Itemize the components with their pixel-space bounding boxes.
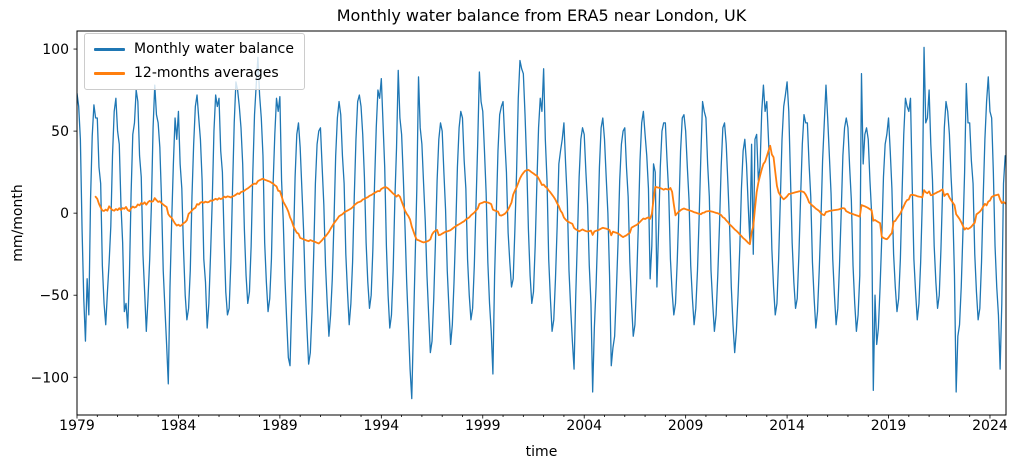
legend-label-averages: 12-months averages [134, 65, 279, 81]
monthly-series-line-icon [94, 48, 125, 51]
x-tick-label: 1994 [364, 418, 400, 434]
x-tick-label: 2024 [972, 418, 1008, 434]
legend-entry-monthly: Monthly water balance [94, 41, 294, 58]
chart-title: Monthly water balance from ERA5 near Lon… [336, 6, 747, 25]
x-tick-label: 2009 [668, 418, 704, 434]
x-tick-label: 1984 [161, 418, 197, 434]
axes-spines [76, 30, 1007, 416]
x-tick-label: 2004 [566, 418, 602, 434]
y-tick-label: −50 [39, 288, 69, 304]
y-tick-label: 100 [42, 42, 69, 58]
x-tick-label: 1999 [465, 418, 501, 434]
y-tick-label: 50 [51, 124, 69, 140]
legend-label-monthly: Monthly water balance [134, 41, 294, 57]
legend: Monthly water balance 12-months averages [84, 33, 305, 90]
legend-entry-averages: 12-months averages [94, 65, 294, 82]
x-tick-label: 2014 [769, 418, 805, 434]
x-tick-label: 2019 [871, 418, 907, 434]
averages-series-line-icon [94, 72, 125, 75]
x-tick-label: 1979 [59, 418, 95, 434]
y-tick-label: 0 [60, 206, 69, 222]
y-tick-label: −100 [31, 370, 69, 386]
twelve-month-average-line [94, 144, 1006, 246]
x-tick-label: 1989 [262, 418, 298, 434]
x-axis-label: time [525, 444, 558, 460]
monthly-water-balance-line [77, 46, 1006, 400]
data-lines [77, 46, 1006, 400]
